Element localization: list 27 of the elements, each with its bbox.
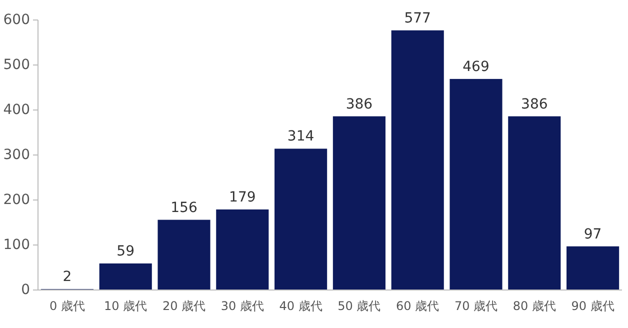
y-tick-label: 200 (3, 192, 30, 208)
data-label: 386 (521, 96, 548, 112)
data-label: 386 (346, 96, 373, 112)
data-label: 314 (287, 128, 314, 145)
data-label: 156 (170, 200, 198, 216)
x-tick-label: 20 歳代 (162, 299, 206, 313)
y-tick-label: 0 (21, 282, 30, 298)
x-tick-label: 80 歳代 (512, 299, 556, 313)
x-tick-label: 30 歳代 (220, 299, 264, 313)
data-label: 577 (404, 10, 431, 26)
y-tick-label: 600 (3, 12, 30, 28)
y-tick-label: 300 (3, 147, 30, 163)
x-tick-label: 50 歳代 (338, 299, 381, 313)
y-tick-label: 500 (3, 57, 30, 73)
data-label: 179 (229, 189, 256, 206)
x-tick-label: 10 歳代 (104, 299, 148, 313)
data-label: 59 (116, 243, 135, 260)
y-tick-label: 100 (3, 237, 30, 253)
x-tick-label: 0 歳代 (49, 299, 85, 313)
data-label: 2 (62, 269, 72, 286)
x-tick-label: 60 歳代 (396, 299, 440, 313)
data-label: 97 (584, 226, 602, 242)
x-tick-label: 90 歳代 (571, 299, 614, 313)
data-label: 469 (462, 58, 490, 75)
x-tick-label: 70 歳代 (454, 299, 498, 313)
x-tick-label: 40 歳代 (279, 299, 322, 313)
y-tick-label: 400 (3, 102, 30, 118)
